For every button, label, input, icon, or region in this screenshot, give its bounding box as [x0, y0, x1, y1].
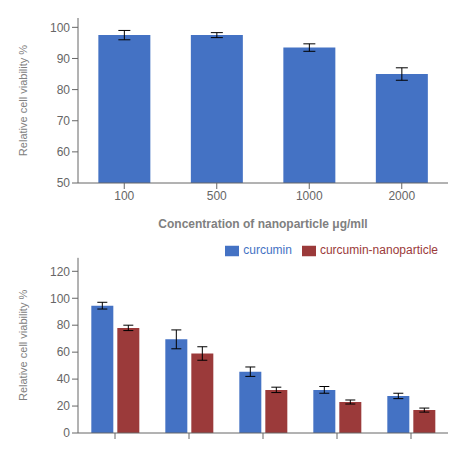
svg-text:Concentration of nanoparticle: Concentration of nanoparticle μg/mll [158, 217, 367, 231]
svg-text:60: 60 [57, 345, 71, 359]
svg-text:Relative cell viability %: Relative cell viability % [17, 45, 29, 156]
svg-text:70: 70 [57, 114, 71, 128]
svg-text:100: 100 [114, 189, 134, 203]
svg-text:20: 20 [57, 399, 71, 413]
svg-text:40: 40 [57, 372, 71, 386]
svg-text:100: 100 [50, 21, 70, 35]
svg-text:2000: 2000 [388, 189, 415, 203]
svg-text:90: 90 [57, 52, 71, 66]
svg-text:1000: 1000 [296, 189, 323, 203]
svg-text:50: 50 [57, 176, 71, 190]
svg-text:500: 500 [207, 189, 227, 203]
svg-text:80: 80 [57, 318, 71, 332]
svg-text:Relative cell viability %: Relative cell viability % [17, 290, 29, 401]
html-text:curcumin: curcumin [243, 243, 292, 257]
svg-text:100: 100 [50, 292, 70, 306]
svg-text:0: 0 [63, 426, 70, 440]
svg-text:120: 120 [50, 265, 70, 279]
svg-text:60: 60 [57, 145, 71, 159]
svg-text:80: 80 [57, 83, 71, 97]
html-text:curcumin-nanoparticle: curcumin-nanoparticle [319, 243, 438, 257]
